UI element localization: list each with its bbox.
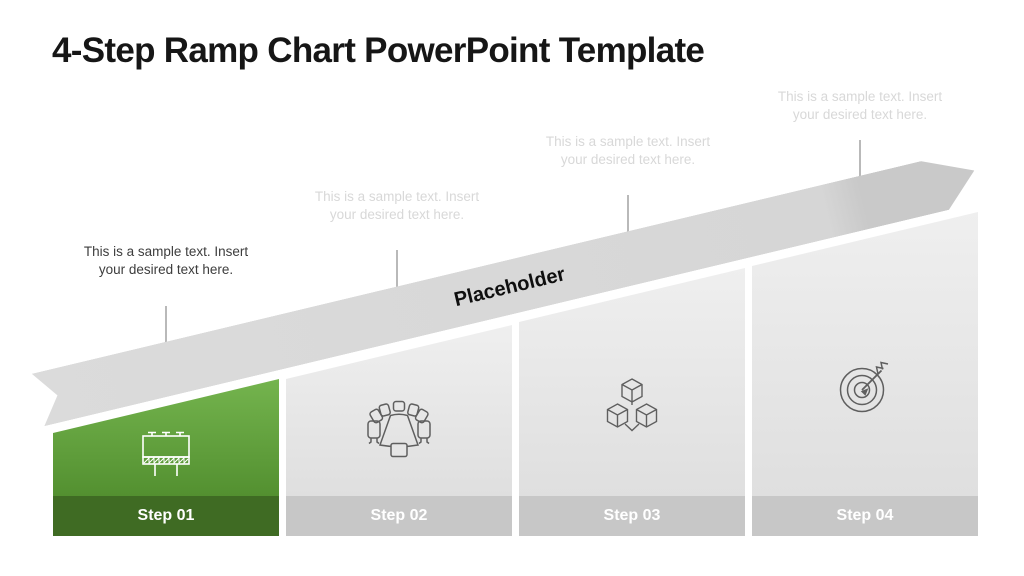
meeting-table-icon — [367, 400, 431, 458]
caption-line: This is a sample text. Insert — [314, 189, 480, 204]
page-title: 4-Step Ramp Chart PowerPoint Template — [52, 31, 705, 70]
step3-column: Step 03 — [519, 268, 745, 536]
step3-label: Step 03 — [603, 507, 661, 524]
step2-footer: Step 02 — [286, 496, 512, 536]
step1-connector-line — [165, 306, 167, 348]
caption-line: your desired text here. — [792, 107, 928, 122]
caption-line: This is a sample text. Insert — [545, 134, 711, 149]
caption-line: This is a sample text. Insert — [777, 89, 943, 104]
step2-caption: This is a sample text. Insert your desir… — [297, 188, 497, 224]
step1-label: Step 01 — [137, 507, 195, 524]
step4-label: Step 04 — [836, 507, 894, 524]
step3-connector-line — [627, 195, 629, 233]
step1-footer: Step 01 — [53, 496, 279, 536]
step4-caption: This is a sample text. Insert your desir… — [760, 88, 960, 124]
step4-body — [752, 212, 978, 496]
step4-footer: Step 04 — [752, 496, 978, 536]
target-icon — [839, 361, 889, 413]
caption-line: your desired text here. — [98, 262, 234, 277]
step2-connector-line — [396, 250, 398, 288]
step2-label: Step 02 — [370, 507, 428, 524]
caption-line: your desired text here. — [560, 152, 696, 167]
step1-caption: This is a sample text. Insert your desir… — [66, 243, 266, 279]
caption-line: This is a sample text. Insert — [83, 244, 249, 259]
step4-column: Step 04 — [752, 212, 978, 536]
caption-line: your desired text here. — [329, 207, 465, 222]
step3-caption: This is a sample text. Insert your desir… — [528, 133, 728, 169]
cubes-icon — [606, 378, 658, 432]
step3-footer: Step 03 — [519, 496, 745, 536]
step4-connector-line — [859, 140, 861, 178]
billboard-icon — [142, 431, 190, 476]
